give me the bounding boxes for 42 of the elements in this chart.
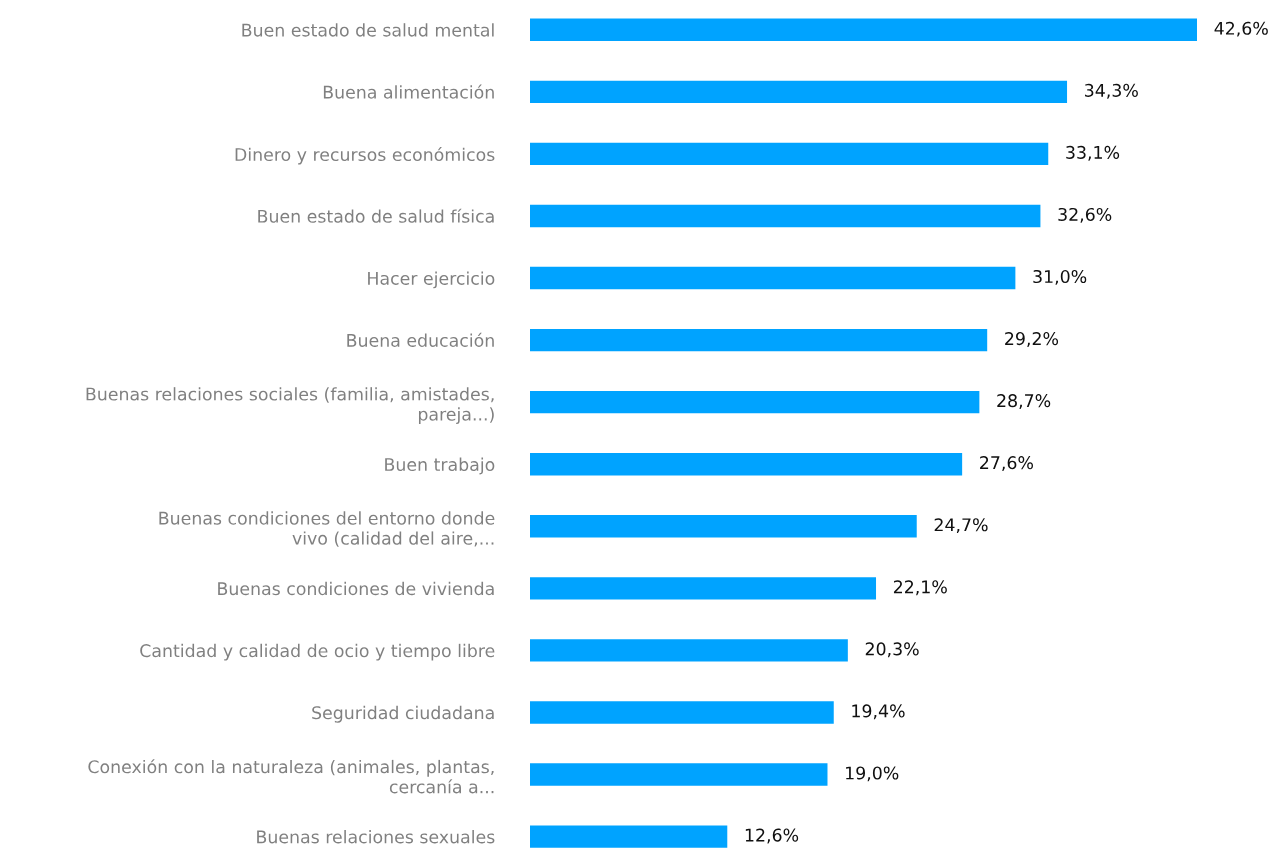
bar [530,825,728,848]
data-label: 33,1% [1066,145,1120,161]
data-label: 28,7% [997,394,1051,409]
y-tick-label: Buenas condiciones de vivienda [218,581,494,596]
bar [530,453,963,476]
bar [530,328,988,352]
data-label: 24,7% [934,518,988,534]
y-tick-label: Buena educación [347,332,494,347]
data-label: 29,2% [1005,332,1059,347]
y-tick-label: Buenas relaciones sociales (familia, amistades, pareja...) [86,387,494,425]
bar [530,204,1041,228]
bar [530,577,877,600]
bar [530,515,917,538]
data-label: 31,0% [1033,269,1087,285]
y-tick-label: Hacer ejercicio [368,271,495,289]
bar [530,390,980,414]
data-label: 12,6% [745,828,799,844]
bar [530,701,834,724]
y-tick-label: Buena alimentación [323,84,494,99]
bar [530,266,1016,290]
bar [530,80,1068,104]
y-tick-label: Buenas condiciones del entorno donde vivo (calidad del aire,... [159,511,495,547]
data-label: 19,0% [846,766,899,782]
data-label: 27,6% [980,456,1033,472]
bar [530,18,1197,41]
data-label: 20,3% [865,642,919,658]
y-tick-label: Dinero y recursos económicos [235,146,495,165]
data-label: 32,6% [1058,207,1112,223]
bar [530,763,828,786]
data-label: 22,1% [893,580,947,596]
y-tick-label: Conexión con la naturaleza (animales, plantas, cercanía a... [88,759,494,794]
y-tick-label: Seguridad ciudadana [312,705,494,723]
y-tick-label: Buenas relaciones sexuales [257,829,495,844]
bar [530,639,848,662]
y-tick-label: Buen estado de salud mental [242,23,494,37]
data-label: 34,3% [1085,83,1138,99]
y-tick-label: Buen estado de salud física [258,208,494,223]
data-label: 19,4% [852,704,905,720]
y-tick-label: Buen trabajo [385,457,495,475]
data-label: 42,6% [1214,21,1268,37]
bar [530,142,1049,166]
y-tick-label: Cantidad y calidad de ocio y tiempo libre [140,643,495,661]
